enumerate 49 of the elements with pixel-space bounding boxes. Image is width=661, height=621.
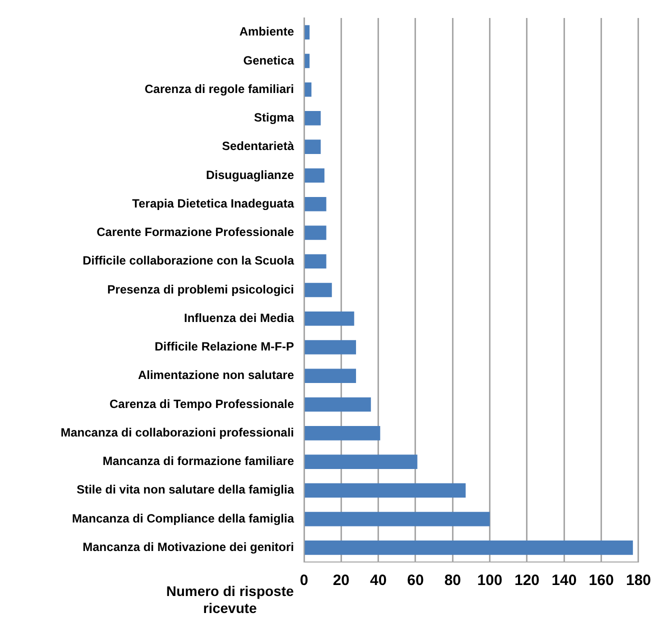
bar: [304, 140, 321, 154]
x-tick-label: 120: [514, 572, 540, 590]
x-tick-label: 80: [444, 572, 462, 590]
y-tick-label: Carenza di Tempo Professionale: [110, 396, 294, 411]
y-tick-label: Stigma: [254, 110, 294, 125]
x-tick-label: 160: [588, 572, 614, 590]
bar: [304, 226, 326, 240]
bar: [304, 512, 490, 526]
y-tick-label: Mancanza di Compliance della famiglia: [72, 511, 294, 526]
x-tick-label: 0: [300, 572, 308, 590]
bar: [304, 368, 356, 384]
x-tick-label: 20: [332, 572, 350, 590]
y-tick-label: Ambiente: [239, 24, 294, 39]
bar: [304, 397, 371, 412]
y-tick-label: Influenza dei Media: [184, 310, 294, 325]
bar: [304, 426, 380, 440]
y-tick-label: Carenza di regole familiari: [144, 82, 294, 96]
y-tick-label: Mancanza di Motivazione dei genitori: [82, 540, 294, 554]
bar: [304, 454, 418, 469]
bar: [304, 111, 321, 126]
bar: [304, 282, 332, 298]
bar: [304, 25, 310, 40]
y-tick-label: Disuguaglianze: [206, 168, 294, 182]
x-tick-label: 40: [370, 572, 387, 590]
y-tick-label: Carente Formazione Professionale: [96, 225, 294, 240]
bar: [304, 54, 310, 68]
x-tick-label: 100: [477, 572, 502, 590]
x-tick-label: 60: [407, 572, 424, 590]
y-tick-label: Sedentarietà: [222, 139, 294, 154]
y-tick-label: Genetica: [243, 53, 294, 68]
y-tick-label: Difficile collaborazione con la Scuola: [82, 254, 294, 268]
y-tick-label: Terapia Dietetica Inadeguata: [132, 196, 294, 210]
y-tick-label: Difficile Relazione M-F-P: [154, 340, 294, 354]
bar: [304, 168, 324, 183]
x-tick-label: 140: [552, 572, 577, 590]
bar: [304, 254, 326, 269]
y-tick-label: Mancanza di collaborazioni professionali: [60, 425, 294, 440]
bar: [304, 196, 326, 212]
x-axis-title: Numero di risposte ricevute: [166, 583, 294, 616]
bar: [304, 311, 354, 326]
bar: [304, 540, 633, 555]
y-tick-label: Alimentazione non salutare: [138, 368, 294, 382]
bar: [304, 483, 466, 498]
x-tick-label: 180: [626, 572, 651, 590]
y-tick-label: Presenza di problemi psicologici: [107, 282, 294, 296]
bar: [304, 340, 356, 354]
y-tick-label: Mancanza di formazione familiare: [102, 454, 294, 468]
bar: [304, 82, 312, 97]
y-tick-label: Stile di vita non salutare della famiglia: [76, 482, 294, 497]
